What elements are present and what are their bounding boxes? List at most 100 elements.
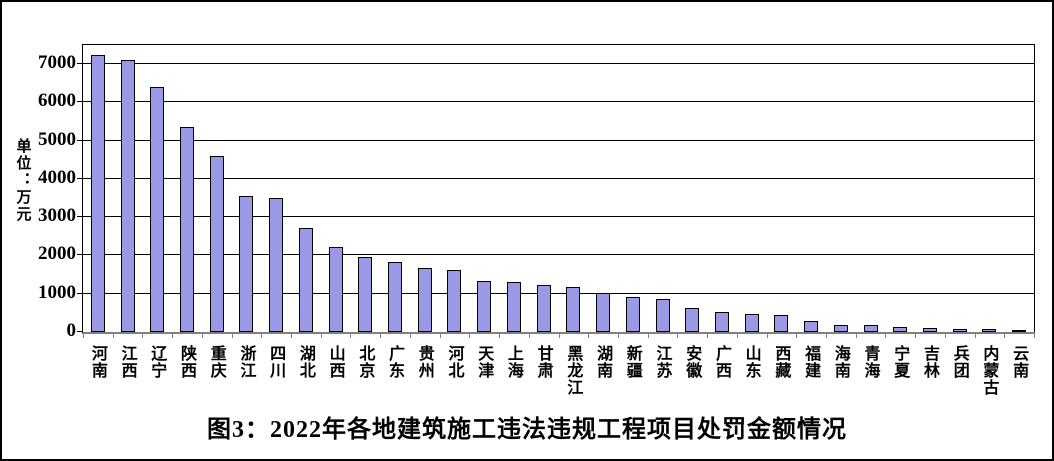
category-label: 山东 — [742, 345, 760, 379]
x-axis-tick — [766, 332, 768, 338]
category-label-slot: 甘肃 — [528, 345, 558, 396]
y-tick-label: 5000 — [38, 128, 76, 150]
x-axis-tick — [201, 332, 203, 338]
bar — [90, 55, 105, 332]
category-label-slot: 天津 — [468, 345, 498, 396]
category-label: 四川 — [267, 345, 285, 379]
bar — [685, 308, 700, 332]
x-axis-tick — [291, 332, 293, 338]
x-axis-tick — [588, 332, 590, 338]
bar — [477, 281, 492, 332]
category-label: 兵团 — [950, 345, 968, 379]
category-label-slot: 青海 — [855, 345, 885, 396]
bar-slot — [232, 45, 262, 332]
bar — [388, 262, 403, 332]
category-label-slot: 广西 — [706, 345, 736, 396]
bar-slot — [707, 45, 737, 332]
category-label-slot: 广东 — [379, 345, 409, 396]
x-axis-tick — [439, 332, 441, 338]
y-axis-tick — [77, 63, 83, 65]
bar-slot — [529, 45, 559, 332]
category-label: 黑龙江 — [564, 345, 582, 396]
bar-slot — [261, 45, 291, 332]
bar — [180, 127, 195, 332]
x-axis-tick — [83, 332, 84, 338]
bars-layer — [83, 45, 1034, 332]
bar-slot — [440, 45, 470, 332]
category-label: 辽宁 — [148, 345, 166, 379]
category-label: 海南 — [831, 345, 849, 379]
category-label: 内蒙古 — [980, 345, 998, 396]
bar-slot — [350, 45, 380, 332]
category-label-slot: 贵州 — [409, 345, 439, 396]
bar — [833, 325, 848, 332]
y-axis-unit-label: 单位：万元 — [14, 138, 32, 223]
category-label-slot: 浙江 — [231, 345, 261, 396]
gridline — [83, 63, 1034, 65]
bar-slot — [291, 45, 321, 332]
bar — [150, 87, 165, 332]
category-label: 福建 — [802, 345, 820, 379]
y-tick-label: 6000 — [38, 90, 76, 112]
x-axis-tick — [112, 332, 114, 338]
gridlines-layer — [83, 45, 1034, 332]
category-label: 湖北 — [296, 345, 314, 379]
bar-slot — [856, 45, 886, 332]
bar — [655, 299, 670, 332]
x-axis-tick — [796, 332, 798, 338]
category-label-slot: 吉林 — [914, 345, 944, 396]
bar — [982, 329, 997, 332]
bar — [596, 293, 611, 332]
x-axis-tick — [172, 332, 174, 338]
category-label-slot: 福建 — [795, 345, 825, 396]
category-label: 西藏 — [772, 345, 790, 379]
bar-slot — [826, 45, 856, 332]
bar-slot — [469, 45, 499, 332]
bar — [358, 257, 373, 332]
bar — [536, 285, 551, 332]
x-axis-tick — [736, 332, 738, 338]
bar-slot — [202, 45, 232, 332]
category-label: 新疆 — [623, 345, 641, 379]
category-label: 上海 — [504, 345, 522, 379]
bar — [922, 328, 937, 332]
category-label-slot: 云南 — [1003, 345, 1033, 396]
bar — [269, 198, 284, 332]
category-label-slot: 河北 — [439, 345, 469, 396]
gridline — [83, 139, 1034, 141]
x-axis-tick — [1034, 332, 1035, 338]
gridline — [83, 177, 1034, 179]
category-label: 浙江 — [237, 345, 255, 379]
category-label-slot: 辽宁 — [141, 345, 171, 396]
bar — [804, 321, 819, 332]
y-axis-tick — [77, 177, 83, 179]
category-label: 广西 — [712, 345, 730, 379]
bar — [209, 156, 224, 332]
category-label: 吉林 — [920, 345, 938, 379]
category-label-slot: 内蒙古 — [974, 345, 1004, 396]
category-label: 北京 — [356, 345, 374, 379]
x-axis-tick — [469, 332, 471, 338]
x-axis-tick — [825, 332, 827, 338]
y-tick-label: 4000 — [38, 166, 76, 188]
bar-slot — [172, 45, 202, 332]
x-axis-tick — [142, 332, 144, 338]
x-axis-tick — [409, 332, 411, 338]
x-axis-tick — [231, 332, 233, 338]
category-label: 重庆 — [207, 345, 225, 379]
category-label-slot: 安徽 — [676, 345, 706, 396]
x-axis-tick — [944, 332, 946, 338]
plot-area — [77, 44, 1035, 338]
category-label: 广东 — [386, 345, 404, 379]
category-label: 宁夏 — [891, 345, 909, 379]
bar — [625, 297, 640, 332]
category-label-slot: 江西 — [112, 345, 142, 396]
category-label: 天津 — [475, 345, 493, 379]
x-axis-tick — [974, 332, 976, 338]
category-label: 河南 — [88, 345, 106, 379]
category-label: 山西 — [326, 345, 344, 379]
gridline — [83, 292, 1034, 294]
category-label-slot: 湖南 — [587, 345, 617, 396]
bar — [863, 325, 878, 332]
